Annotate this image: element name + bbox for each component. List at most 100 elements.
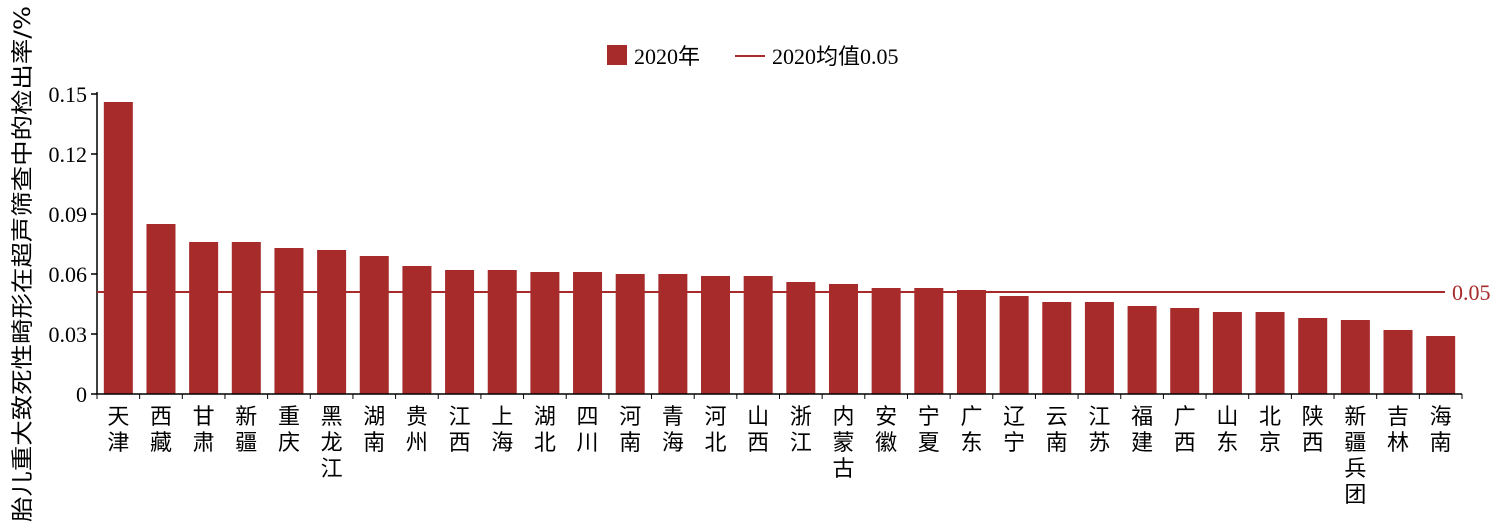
bar xyxy=(445,270,475,394)
legend-bar-label: 2020年 xyxy=(634,44,700,69)
x-category-label: 河 xyxy=(619,405,641,430)
legend-bar-swatch xyxy=(607,45,627,65)
x-category-label: 广 xyxy=(960,405,982,430)
x-category-label: 蒙 xyxy=(832,431,854,456)
x-category-label: 海 xyxy=(662,431,684,456)
x-category-label: 内 xyxy=(832,405,854,430)
x-category-label: 南 xyxy=(1046,431,1068,456)
y-axis-label: 胎儿重大致死性畸形在超声筛查中的检出率/% xyxy=(11,6,36,522)
bar xyxy=(487,270,517,394)
bars xyxy=(103,102,1456,394)
x-category-label: 州 xyxy=(406,431,428,456)
x-category-label: 吉 xyxy=(1387,405,1409,430)
y-tick-label: 0 xyxy=(76,382,87,407)
bar xyxy=(530,272,560,394)
x-category-label: 山 xyxy=(747,405,769,430)
bar xyxy=(573,272,603,394)
x-category-label: 庆 xyxy=(278,431,300,456)
mean-line-label: 0.05 xyxy=(1452,280,1491,305)
x-category-label: 西 xyxy=(1174,431,1196,456)
bar xyxy=(743,276,773,394)
x-category-label: 疆 xyxy=(235,431,257,456)
y-tick-label: 0.15 xyxy=(49,82,88,107)
x-category-label: 北 xyxy=(705,431,727,456)
x-category-label: 新 xyxy=(235,405,257,430)
x-category-label: 陕 xyxy=(1302,405,1324,430)
x-category-label: 肃 xyxy=(193,431,215,456)
bar xyxy=(1340,320,1370,394)
x-category-label: 夏 xyxy=(918,431,940,456)
x-category-label: 古 xyxy=(832,457,854,482)
x-category-label: 西 xyxy=(1302,431,1324,456)
bar xyxy=(658,274,688,394)
x-category-label: 海 xyxy=(491,431,513,456)
x-category-label: 南 xyxy=(1430,431,1452,456)
x-category-label: 东 xyxy=(1216,431,1238,456)
x-category-label: 广 xyxy=(1174,405,1196,430)
x-category-label: 上 xyxy=(491,405,513,430)
bar xyxy=(317,250,347,394)
x-category-label: 安 xyxy=(875,405,897,430)
axes xyxy=(96,92,1463,399)
x-category-label: 津 xyxy=(107,431,129,456)
x-category-label: 南 xyxy=(619,431,641,456)
bar xyxy=(1383,330,1413,394)
bar xyxy=(1170,308,1200,394)
bar xyxy=(274,248,304,394)
bar xyxy=(402,266,432,394)
x-category-label: 贵 xyxy=(406,405,428,430)
bar xyxy=(999,296,1029,394)
bar xyxy=(1084,302,1114,394)
bar xyxy=(146,224,176,394)
x-category-label: 兵 xyxy=(1344,457,1366,482)
x-category-label: 西 xyxy=(150,405,172,430)
bar xyxy=(231,242,261,394)
x-category-label: 江 xyxy=(321,457,343,482)
bar xyxy=(1255,312,1285,394)
x-category-label: 海 xyxy=(1430,405,1452,430)
bar xyxy=(1127,306,1157,394)
x-category-label: 宁 xyxy=(918,405,940,430)
bar xyxy=(956,290,986,394)
x-category-label: 北 xyxy=(1259,405,1281,430)
x-category-label: 云 xyxy=(1046,405,1068,430)
x-category-label: 江 xyxy=(449,405,471,430)
x-category-label: 疆 xyxy=(1344,431,1366,456)
bar xyxy=(701,276,731,394)
mean-line-group: 0.05 xyxy=(97,280,1491,305)
bar xyxy=(1042,302,1072,394)
x-category-label: 辽 xyxy=(1003,405,1025,430)
x-category-label: 山 xyxy=(1216,405,1238,430)
legend-line-label: 2020均值0.05 xyxy=(772,44,899,69)
x-category-label: 西 xyxy=(449,431,471,456)
x-category-label: 建 xyxy=(1131,431,1153,456)
x-category-label: 浙 xyxy=(790,405,812,430)
y-tick-label: 0.09 xyxy=(49,202,88,227)
x-category-label: 林 xyxy=(1387,431,1409,456)
bar xyxy=(871,288,901,394)
bar xyxy=(103,102,133,394)
x-category-label: 京 xyxy=(1259,431,1281,456)
x-category-label: 徽 xyxy=(875,431,897,456)
x-category-label: 藏 xyxy=(150,431,172,456)
y-tick-label: 0.12 xyxy=(49,142,88,167)
bar xyxy=(828,284,858,394)
x-category-label: 甘 xyxy=(193,405,215,430)
x-category-label: 江 xyxy=(790,431,812,456)
y-tick-label: 0.06 xyxy=(49,262,88,287)
bar xyxy=(914,288,944,394)
x-category-label: 天 xyxy=(107,405,129,430)
x-category-label: 苏 xyxy=(1088,431,1110,456)
x-axis-labels: 天津西藏甘肃新疆重庆黑龙江湖南贵州江西上海湖北四川河南青海河北山西浙江内蒙古安徽… xyxy=(107,405,1451,508)
bar xyxy=(189,242,219,394)
legend: 2020年 2020均值0.05 xyxy=(607,44,899,69)
y-tick-label: 0.03 xyxy=(49,322,88,347)
x-category-label: 福 xyxy=(1131,405,1153,430)
bar xyxy=(1298,318,1328,394)
x-category-label: 东 xyxy=(960,431,982,456)
x-category-label: 四 xyxy=(577,405,599,430)
x-category-label: 南 xyxy=(363,431,385,456)
x-category-label: 湖 xyxy=(534,405,556,430)
y-axis-ticks: 0 0.03 0.06 0.09 0.12 0.15 xyxy=(49,82,97,407)
